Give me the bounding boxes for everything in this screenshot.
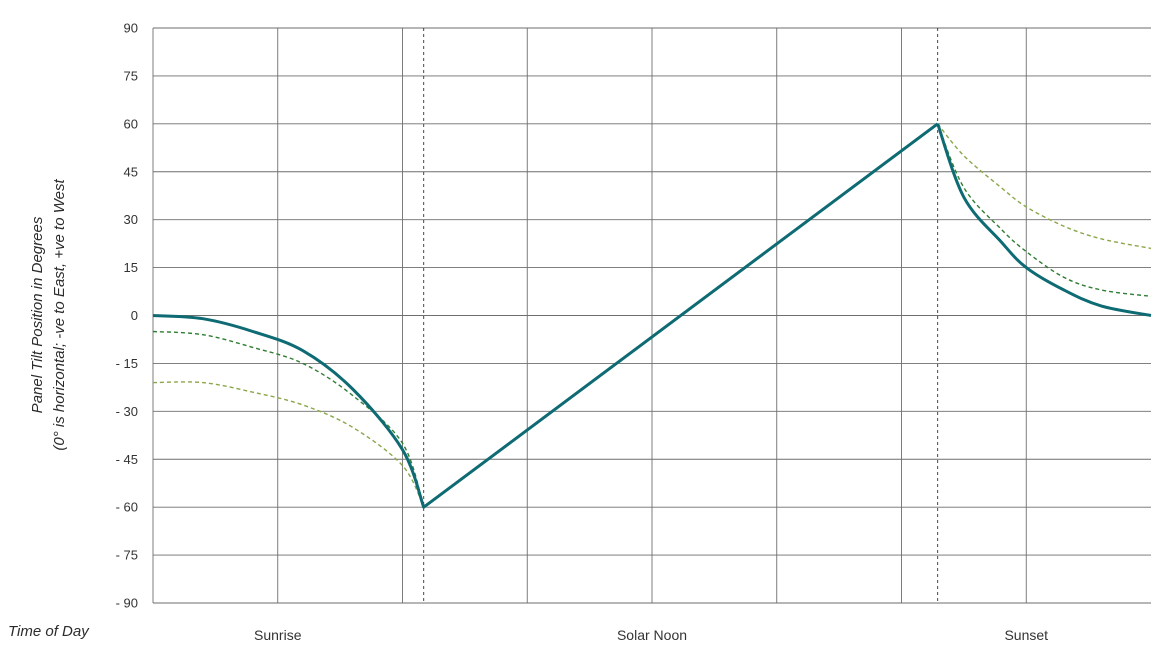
y-tick-label: 45: [124, 164, 138, 179]
x-tick-labels: Sunrise Solar Noon Sunset: [254, 627, 1048, 643]
y-tick-label: - 30: [116, 404, 138, 419]
y-tick-label: - 90: [116, 596, 138, 611]
x-axis-label: Time of Day: [8, 623, 90, 640]
x-tick-label: Sunrise: [254, 627, 302, 643]
series-lines: [152, 122, 1152, 509]
y-tick-label: - 75: [116, 548, 138, 563]
x-tick-label: Sunset: [1004, 627, 1048, 643]
y-tick-label: 75: [124, 68, 138, 83]
y-axis-label-line-2: (0° is horizontal; -ve to East, +ve to W…: [51, 179, 68, 451]
tilt-series-solid: [152, 122, 1152, 509]
y-axis-label-line-1: Panel Tilt Position in Degrees: [29, 216, 46, 413]
y-tick-label: 15: [124, 260, 138, 275]
y-tick-labels: 90 75 60 45 30 15 0 - 15 - 30 - 45 - 60 - 75 - 90: [116, 21, 138, 611]
y-tick-label: 0: [131, 308, 138, 323]
y-tick-label: 90: [124, 21, 138, 36]
x-tick-label: Solar Noon: [617, 627, 687, 643]
tilt-series-dashed: [152, 123, 1152, 508]
y-tick-label: - 60: [116, 500, 138, 515]
grid: [152, 27, 1151, 604]
tilt-series-dashed: [152, 123, 1152, 508]
y-tick-label: 60: [124, 116, 138, 131]
y-tick-label: 30: [124, 212, 138, 227]
y-tick-label: - 45: [116, 452, 138, 467]
y-tick-label: - 15: [116, 356, 138, 371]
